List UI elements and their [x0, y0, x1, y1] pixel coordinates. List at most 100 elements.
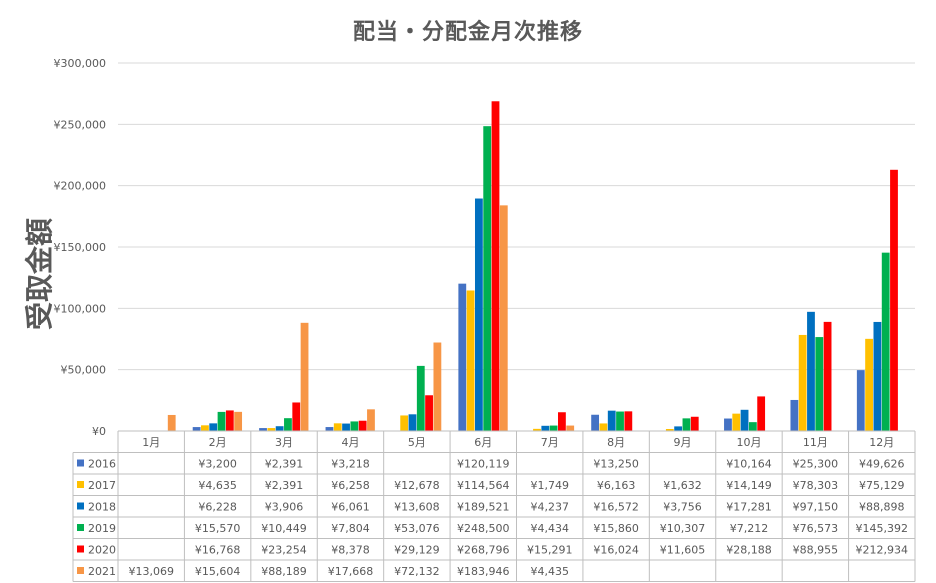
bar: [674, 426, 683, 431]
bar: [358, 420, 367, 431]
bar: [342, 423, 350, 431]
series-name: 2018: [88, 501, 116, 514]
data-label: ¥6,228: [198, 501, 237, 514]
bar: [491, 101, 500, 431]
data-label: ¥189,521: [457, 501, 510, 514]
data-label: ¥15,604: [195, 565, 241, 578]
legend-key: [77, 481, 84, 488]
bar: [624, 411, 633, 431]
data-label: ¥2,391: [265, 458, 304, 471]
bar: [591, 414, 600, 431]
data-label: ¥16,572: [593, 501, 639, 514]
data-label: ¥17,281: [726, 501, 772, 514]
bar: [466, 290, 475, 431]
data-label: ¥75,129: [859, 479, 905, 492]
bar: [201, 425, 209, 431]
data-label: ¥4,635: [198, 479, 237, 492]
gridlines: [118, 62, 915, 432]
data-label: ¥1,632: [663, 479, 702, 492]
series-name: 2019: [88, 522, 116, 535]
bar: [499, 205, 508, 431]
bar: [665, 428, 674, 431]
data-label: ¥183,946: [457, 565, 510, 578]
category-label: 3月: [275, 436, 293, 449]
data-label: ¥13,250: [593, 458, 639, 471]
bar: [267, 428, 276, 431]
category-label: 4月: [341, 436, 359, 449]
legend-key: [77, 567, 84, 574]
bar: [217, 411, 226, 431]
bar: [616, 411, 624, 431]
bar: [566, 425, 575, 431]
data-label: ¥72,132: [394, 565, 440, 578]
bar: [458, 283, 467, 431]
data-label: ¥1,749: [530, 479, 569, 492]
bar: [275, 426, 284, 431]
y-tick-label: ¥0: [92, 425, 106, 438]
legend-key: [77, 502, 84, 510]
bar: [192, 427, 201, 431]
bar: [732, 413, 741, 431]
bar: [865, 338, 873, 431]
bar: [167, 414, 176, 431]
data-label: ¥49,626: [859, 458, 905, 471]
bar: [433, 342, 442, 431]
legend-key: [77, 545, 84, 553]
y-tick-label: ¥150,000: [54, 241, 107, 254]
chart-title: 配当・分配金月次推移: [352, 20, 583, 45]
bar: [533, 428, 541, 431]
data-label: ¥11,605: [660, 544, 706, 557]
bar: [757, 396, 766, 431]
data-label: ¥4,434: [530, 522, 569, 535]
y-tick-label: ¥50,000: [61, 364, 107, 377]
bar: [234, 411, 243, 431]
bar: [425, 395, 433, 431]
bar: [350, 421, 359, 431]
bar: [300, 322, 309, 431]
bar: [474, 198, 483, 431]
category-label: 6月: [474, 436, 492, 449]
bar: [333, 423, 342, 431]
y-tick-label: ¥200,000: [54, 180, 107, 193]
y-axis-ticks: ¥0 ¥50,000 ¥100,000 ¥150,000 ¥200,000 ¥250,00…: [54, 57, 107, 438]
bar: [209, 423, 218, 431]
data-label: ¥97,150: [793, 501, 839, 514]
data-label: ¥17,668: [328, 565, 374, 578]
data-label: ¥53,076: [394, 522, 440, 535]
bar: [292, 402, 301, 431]
data-label: ¥248,500: [457, 522, 510, 535]
category-label: 11月: [803, 436, 828, 449]
bar: [367, 409, 375, 431]
y-tick-label: ¥100,000: [54, 302, 107, 315]
bar: [873, 321, 882, 431]
bar: [815, 337, 824, 431]
data-label: ¥88,189: [261, 565, 307, 578]
data-label: ¥120,119: [457, 458, 510, 471]
category-label: 9月: [674, 436, 692, 449]
data-label: ¥76,573: [793, 522, 839, 535]
y-tick-label: ¥250,000: [54, 118, 107, 131]
category-label: 1月: [142, 436, 160, 449]
data-label: ¥16,768: [195, 544, 241, 557]
bar: [408, 414, 417, 431]
bar: [259, 428, 267, 431]
bar: [284, 418, 292, 431]
data-label: ¥8,378: [331, 544, 370, 557]
data-label: ¥28,188: [726, 544, 772, 557]
data-label: ¥10,449: [261, 522, 307, 535]
data-label: ¥3,200: [198, 458, 237, 471]
data-label: ¥114,564: [457, 479, 510, 492]
category-label: 10月: [736, 436, 761, 449]
data-label: ¥15,291: [527, 544, 573, 557]
data-label: ¥3,218: [331, 458, 370, 471]
series-name: 2021: [88, 565, 116, 578]
category-label: 2月: [209, 436, 227, 449]
bar: [483, 126, 492, 431]
bar: [549, 425, 558, 431]
bar: [541, 425, 550, 431]
bar: [558, 412, 566, 431]
data-label: ¥6,163: [597, 479, 636, 492]
data-label: ¥212,934: [856, 544, 909, 557]
data-label: ¥145,392: [856, 522, 909, 535]
